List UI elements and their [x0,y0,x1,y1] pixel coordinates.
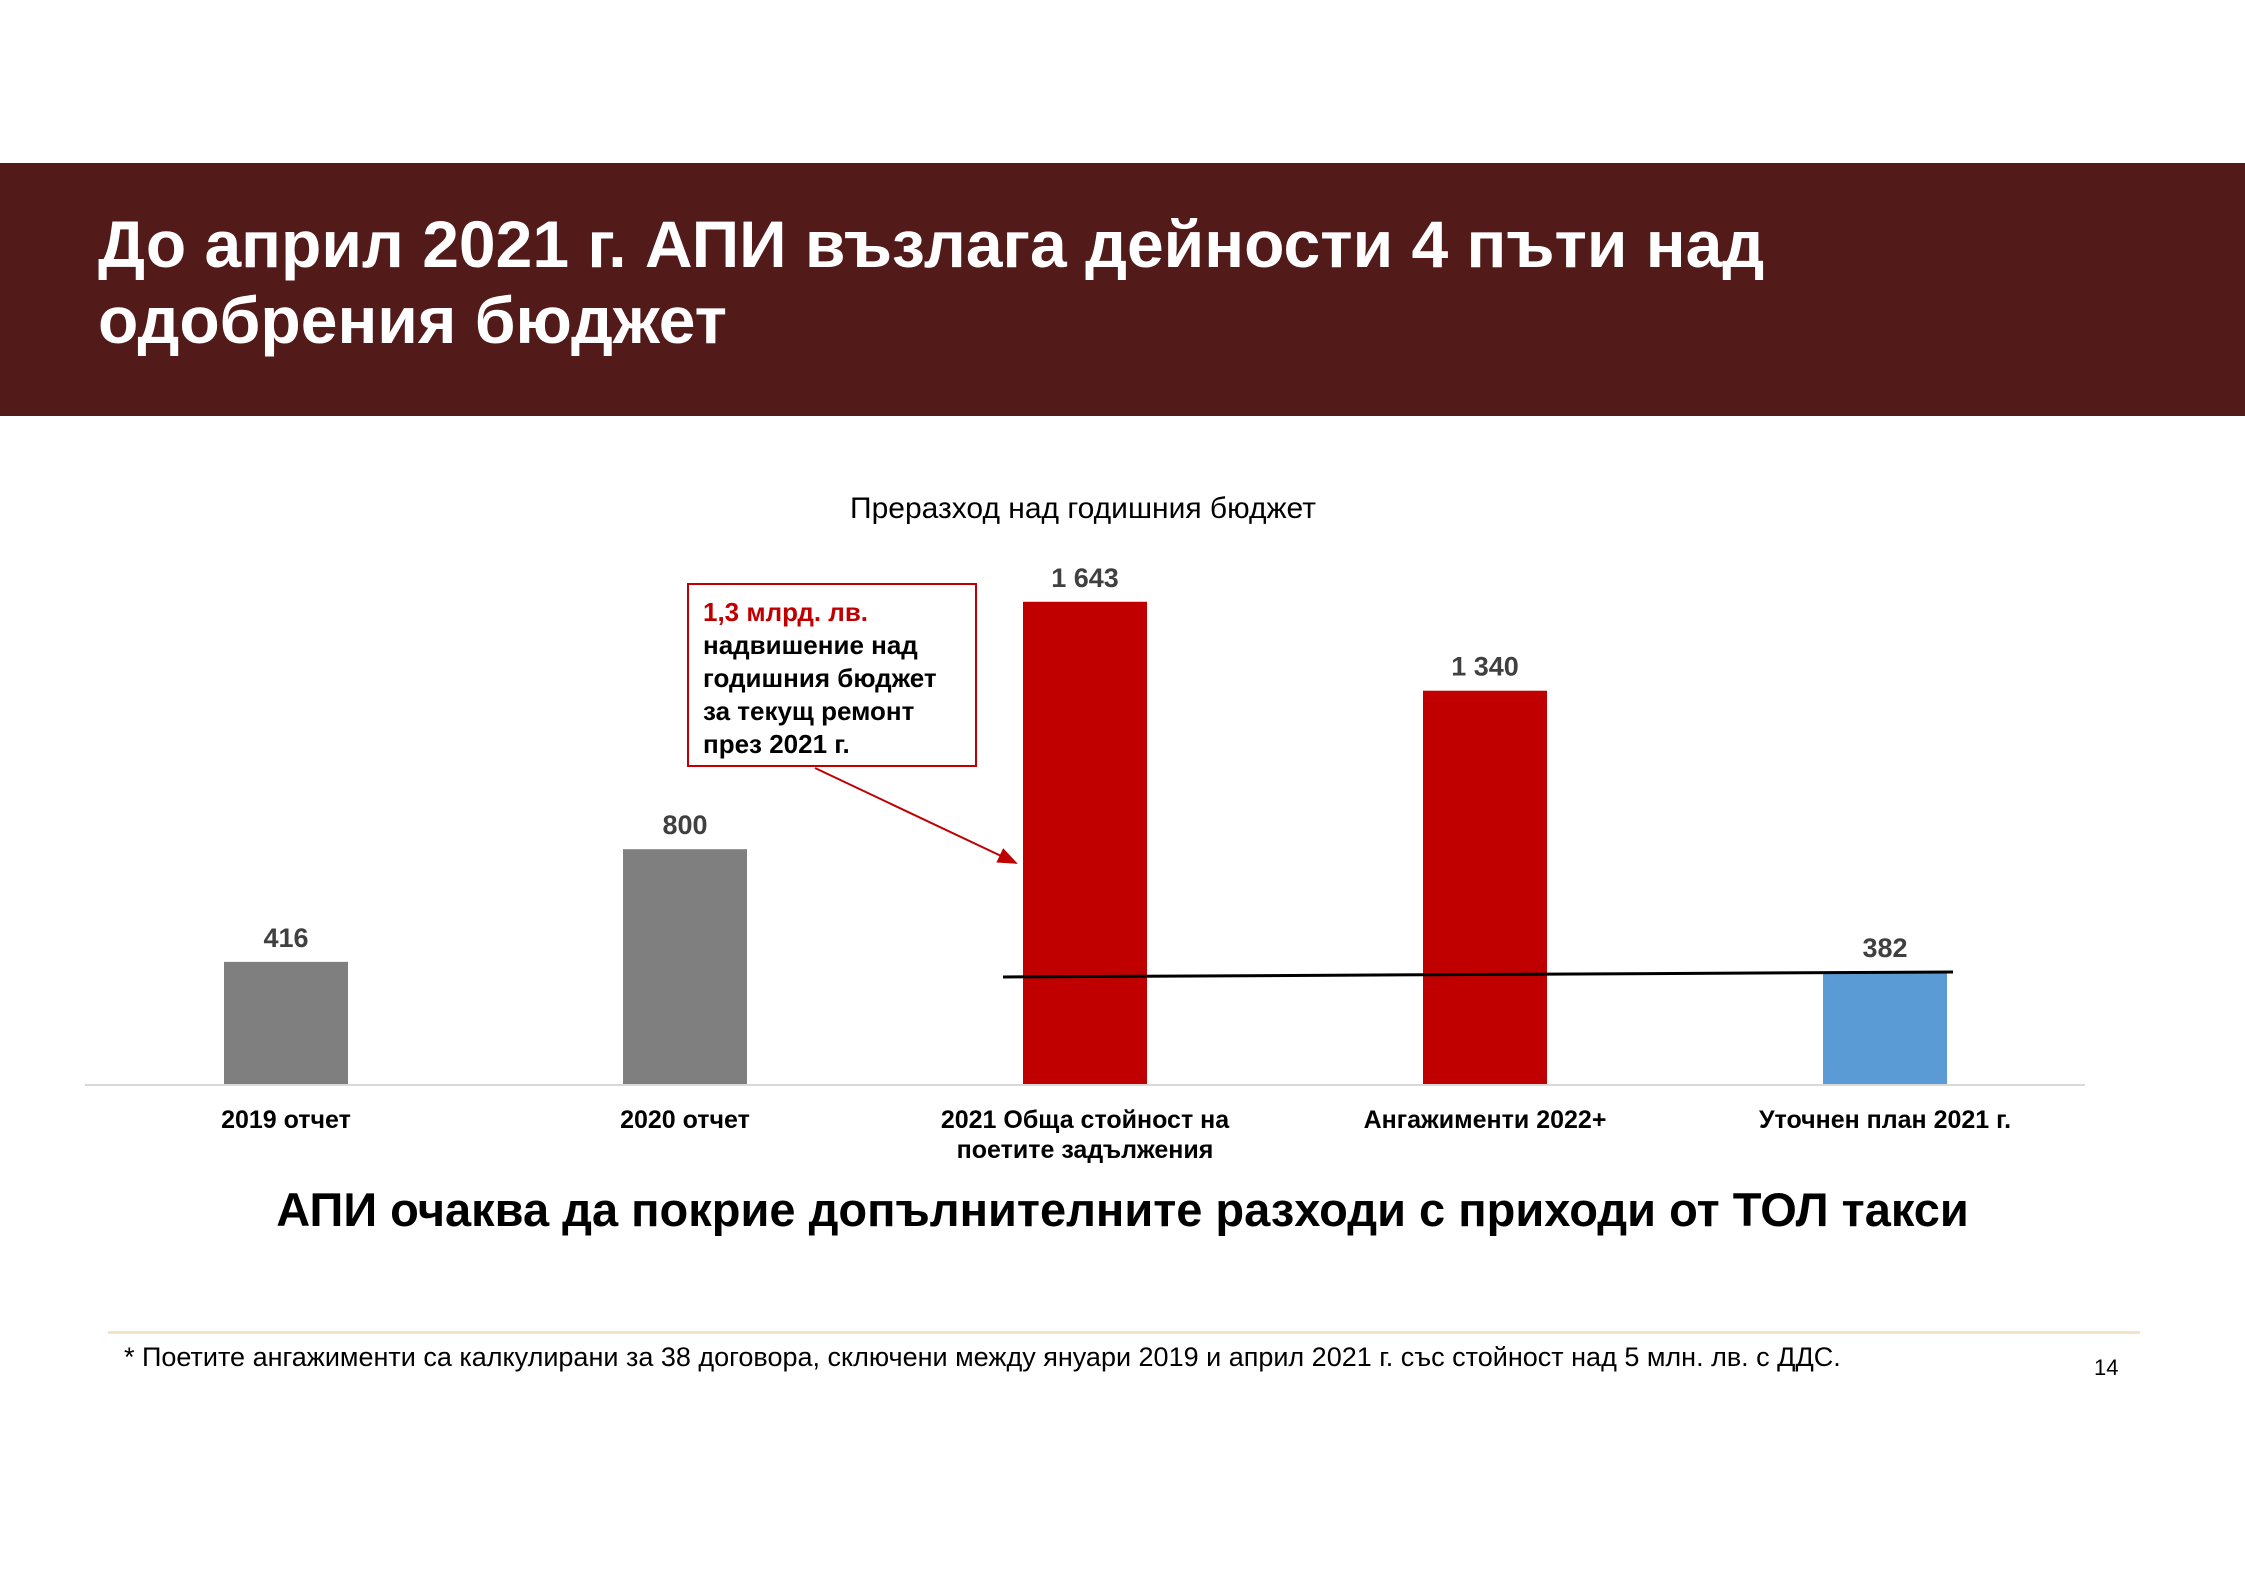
x-tick-label-2: 2020 отчет [620,1106,750,1134]
x-tick-label-3: 2021 Обща стойност на [941,1106,1230,1134]
bar-1 [224,961,348,1084]
annotation-line-1: надвишение над [703,630,918,660]
footnote: * Поетите ангажименти са калкулирани за … [124,1342,1841,1372]
bar-4 [1423,690,1547,1084]
annotation-line-4: през 2021 г. [703,729,850,759]
x-tick-label-3: поетите задължения [957,1136,1214,1164]
data-label-2: 800 [662,810,707,840]
annotation-box [687,583,977,767]
x-tick-label-5: Уточнен план 2021 г. [1759,1106,2011,1134]
x-tick-label-4: Ангажименти 2022+ [1364,1106,1607,1134]
data-label-4: 1 340 [1451,652,1519,682]
slide-subtitle: АПИ очаква да покрие допълнителните разх… [276,1183,1969,1236]
annotation-line-3: за текущ ремонт [703,696,915,726]
slide-title: До април 2021 г. АПИ възлага дейности 4 … [98,207,1765,357]
title-band [0,163,2245,416]
page-number: 14 [2094,1355,2119,1380]
bar-5 [1823,971,1947,1084]
annotation-highlight: 1,3 млрд. лв. [703,597,868,627]
data-label-1: 416 [263,923,308,953]
budget-reference-line [1002,970,1954,979]
chart-title: Преразход над годишния бюджет [850,492,1316,525]
x-tick-label-1: 2019 отчет [221,1106,351,1134]
data-label-5: 382 [1862,933,1907,963]
bar-3 [1023,601,1147,1084]
bar-2 [623,849,747,1084]
annotation-line-2: годишния бюджет [703,663,937,693]
data-label-3: 1 643 [1051,563,1119,593]
annotation-arrow [814,767,1018,864]
footer-divider [108,1331,2140,1334]
